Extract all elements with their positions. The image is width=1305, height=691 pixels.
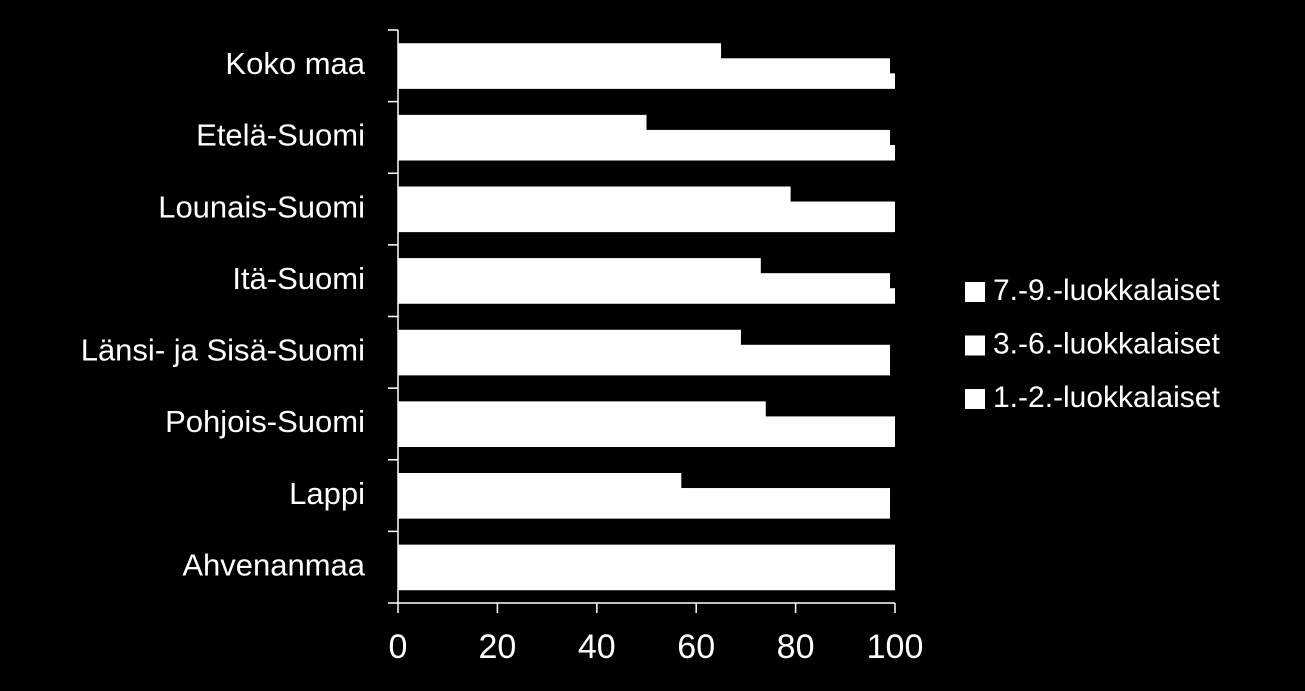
bar: [398, 473, 682, 489]
bar: [398, 416, 895, 432]
bar: [398, 114, 647, 131]
legend-label: 3.-6.-luokkalaiset: [993, 327, 1220, 360]
bar: [398, 401, 766, 417]
bar: [398, 359, 891, 376]
category-label: Koko maa: [225, 46, 365, 81]
bar: [398, 129, 891, 146]
category-label: Pohjois-Suomi: [165, 404, 365, 439]
x-tick-label: 100: [867, 628, 924, 666]
bar: [398, 273, 891, 289]
category-label: Lappi: [289, 476, 365, 511]
legend-swatch: [965, 335, 985, 356]
bar: [398, 201, 895, 218]
legend-swatch: [965, 389, 985, 409]
bar: [398, 574, 895, 591]
bar: [398, 329, 741, 346]
bar: [398, 216, 895, 233]
bar: [398, 288, 895, 304]
bar: [398, 431, 895, 447]
bar: [398, 186, 791, 203]
category-label: Lounais-Suomi: [158, 189, 365, 224]
category-label: Itä-Suomi: [232, 261, 365, 296]
x-tick-label: 20: [478, 628, 516, 666]
bar: [398, 344, 891, 361]
bar: [398, 58, 891, 74]
bar: [398, 258, 761, 274]
bar: [398, 43, 722, 59]
category-label: Länsi- ja Sisä-Suomi: [81, 333, 365, 368]
category-label: Ahvenanmaa: [182, 547, 365, 582]
legend-label: 1.-2.-luokkalaiset: [993, 381, 1220, 414]
legend-swatch: [965, 282, 985, 302]
category-label: Etelä-Suomi: [196, 118, 365, 153]
x-tick-label: 60: [677, 628, 715, 666]
bar: [398, 488, 891, 504]
legend-label: 7.-9.-luokkalaiset: [993, 274, 1220, 307]
x-tick-label: 80: [777, 628, 815, 666]
bar: [398, 544, 895, 561]
x-tick-label: 40: [578, 628, 616, 666]
bar: [398, 559, 895, 576]
bar: [398, 144, 895, 161]
x-tick-label: 0: [389, 628, 408, 666]
bar: [398, 73, 895, 89]
bar: [398, 503, 891, 519]
